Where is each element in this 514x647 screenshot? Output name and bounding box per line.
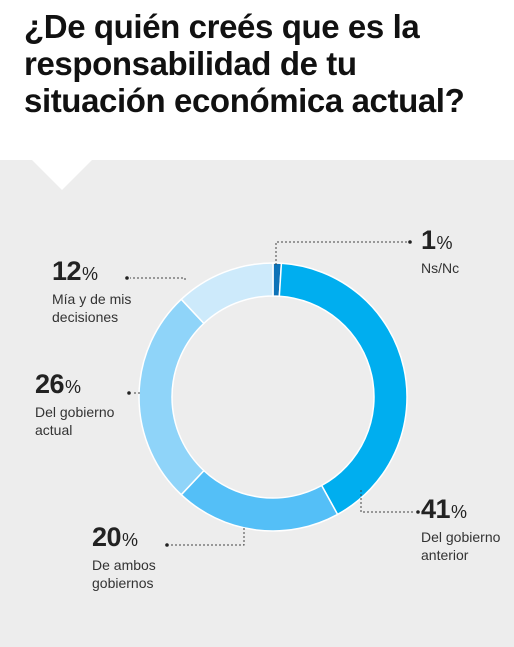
leader-gobierno-anterior bbox=[360, 490, 415, 513]
slice-gobierno-actual bbox=[138, 298, 205, 496]
chart-panel bbox=[0, 160, 514, 647]
leader-gobierno-actual-dot bbox=[127, 391, 131, 395]
value-ambos-gobiernos: 20% bbox=[92, 522, 138, 552]
slice-ambos-gobiernos bbox=[180, 469, 339, 532]
panel-notch bbox=[32, 160, 92, 190]
label-mia-decisiones: 12% Mía y de mis decisiones bbox=[52, 257, 168, 326]
label-ambos-gobiernos: 20% De ambos gobiernos bbox=[92, 523, 164, 592]
category-ambos-gobiernos: De ambos gobiernos bbox=[92, 557, 156, 591]
leader-mia-decisiones-dot bbox=[125, 276, 129, 280]
leader-mia-decisiones bbox=[130, 277, 186, 280]
value-mia-decisiones: 12% bbox=[52, 256, 98, 286]
label-gobierno-actual: 26% Del gobierno actual bbox=[35, 370, 127, 439]
leader-ambos-gobiernos bbox=[170, 528, 245, 546]
chart-title: ¿De quién creés que es la responsabilida… bbox=[24, 8, 465, 119]
category-mia-decisiones: Mía y de mis decisiones bbox=[52, 291, 132, 325]
leader-gobierno-anterior-dot bbox=[416, 510, 420, 514]
label-nsnc: 1% Ns/Nc bbox=[421, 226, 491, 277]
category-gobierno-actual: Del gobierno actual bbox=[35, 404, 115, 438]
leader-nsnc bbox=[275, 241, 407, 265]
category-gobierno-anterior: Del gobierno anterior bbox=[421, 529, 501, 563]
leader-ambos-gobiernos-dot bbox=[165, 543, 169, 547]
value-nsnc: 1% bbox=[421, 225, 453, 255]
label-gobierno-anterior: 41% Del gobierno anterior bbox=[421, 495, 513, 564]
value-gobierno-actual: 26% bbox=[35, 369, 81, 399]
category-nsnc: Ns/Nc bbox=[421, 260, 460, 276]
leader-nsnc-dot bbox=[408, 240, 412, 244]
slice-gobierno-anterior bbox=[278, 262, 408, 516]
slice-mia-decisiones bbox=[180, 262, 274, 325]
value-gobierno-anterior: 41% bbox=[421, 494, 467, 524]
